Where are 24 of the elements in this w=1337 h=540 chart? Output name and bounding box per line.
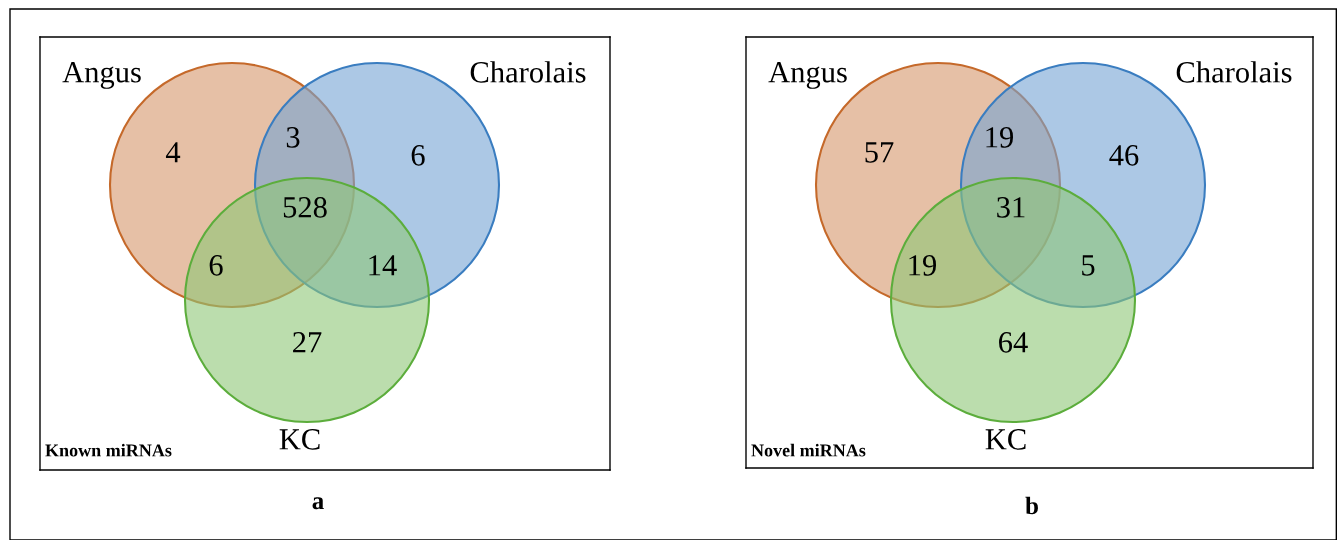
text: Charolais bbox=[470, 61, 586, 83]
data-label: 19 bbox=[909, 255, 937, 276]
data-label: 19 bbox=[986, 127, 1014, 148]
text: b bbox=[1025, 496, 1038, 515]
data-label: 64 bbox=[999, 332, 1028, 353]
text: KC bbox=[985, 429, 1026, 450]
data-label: 528 bbox=[283, 197, 327, 218]
text: a bbox=[312, 497, 324, 510]
data-label: 5 bbox=[1082, 255, 1095, 276]
data-label: 6 bbox=[209, 255, 223, 276]
data-label: 14 bbox=[369, 255, 397, 276]
text: Known miRNAs bbox=[45, 443, 172, 457]
data-label: 6 bbox=[411, 145, 425, 166]
data-label: 57 bbox=[865, 142, 894, 163]
text: Novel miRNAs bbox=[751, 443, 866, 457]
data-label: 3 bbox=[286, 127, 300, 148]
text: Charolais bbox=[1176, 61, 1292, 83]
data-label: 31 bbox=[997, 197, 1025, 218]
text: Angus bbox=[62, 62, 141, 89]
text: KC bbox=[279, 429, 320, 450]
data-label: 46 bbox=[1109, 145, 1139, 166]
data-label: 4 bbox=[165, 142, 181, 163]
data-label: 27 bbox=[293, 332, 322, 353]
text: Angus bbox=[768, 62, 847, 89]
